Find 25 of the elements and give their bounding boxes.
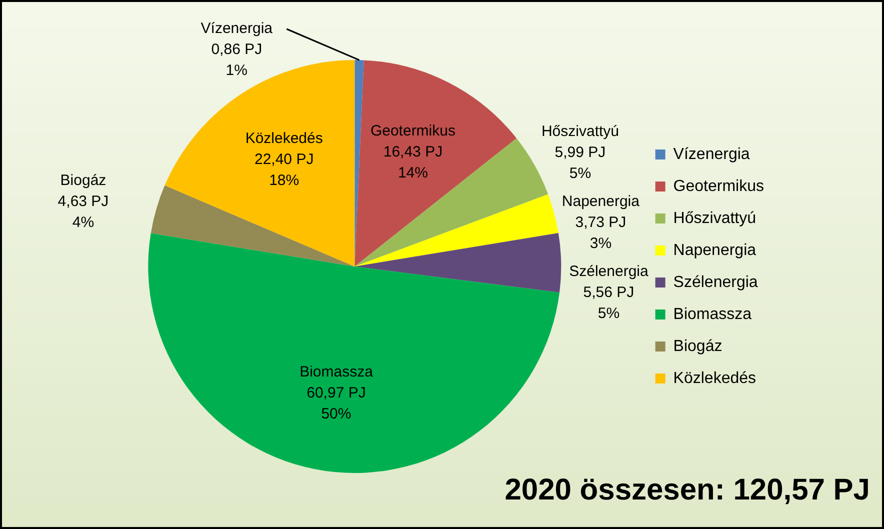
data-label: 16,43 PJ 14% bbox=[383, 144, 443, 182]
data-label: 22,40 PJ 18% bbox=[254, 150, 314, 189]
legend-label: Vízenergia bbox=[673, 146, 750, 163]
slice-label: Közlekedés bbox=[245, 130, 323, 147]
data-label: 3,73 PJ 3% bbox=[575, 214, 626, 252]
slice-label: Geotermikus bbox=[370, 122, 456, 140]
slice-label: Hőszivattyú bbox=[541, 122, 619, 140]
legend-label: Közlekedés bbox=[673, 370, 756, 387]
text: 2020 összesen: 120,57 PJ bbox=[504, 473, 870, 506]
data-label: 5,56 PJ 5% bbox=[583, 284, 634, 322]
data-label: 5,99 PJ 5% bbox=[554, 144, 606, 182]
legend-label: Biomassza bbox=[673, 306, 752, 323]
data-label: 60,97 PJ 50% bbox=[306, 384, 366, 422]
slice-label: Biogáz bbox=[60, 172, 106, 190]
legend-label: Szélenergia bbox=[673, 274, 758, 291]
slice-label: Napenergia bbox=[562, 192, 640, 210]
slice-label: Biomassza bbox=[300, 363, 374, 380]
data-label: 4,63 PJ 4% bbox=[58, 193, 109, 232]
legend-label: Geotermikus bbox=[673, 178, 764, 195]
legend-label: Napenergia bbox=[673, 242, 756, 259]
data-label: 0,86 PJ 1% bbox=[211, 41, 262, 80]
legend-label: Biogáz bbox=[673, 338, 722, 355]
slice-label: Vízenergia bbox=[200, 20, 274, 38]
legend-label: Hőszivattyú bbox=[673, 210, 756, 227]
slice-label: Szélenergia bbox=[569, 262, 649, 280]
